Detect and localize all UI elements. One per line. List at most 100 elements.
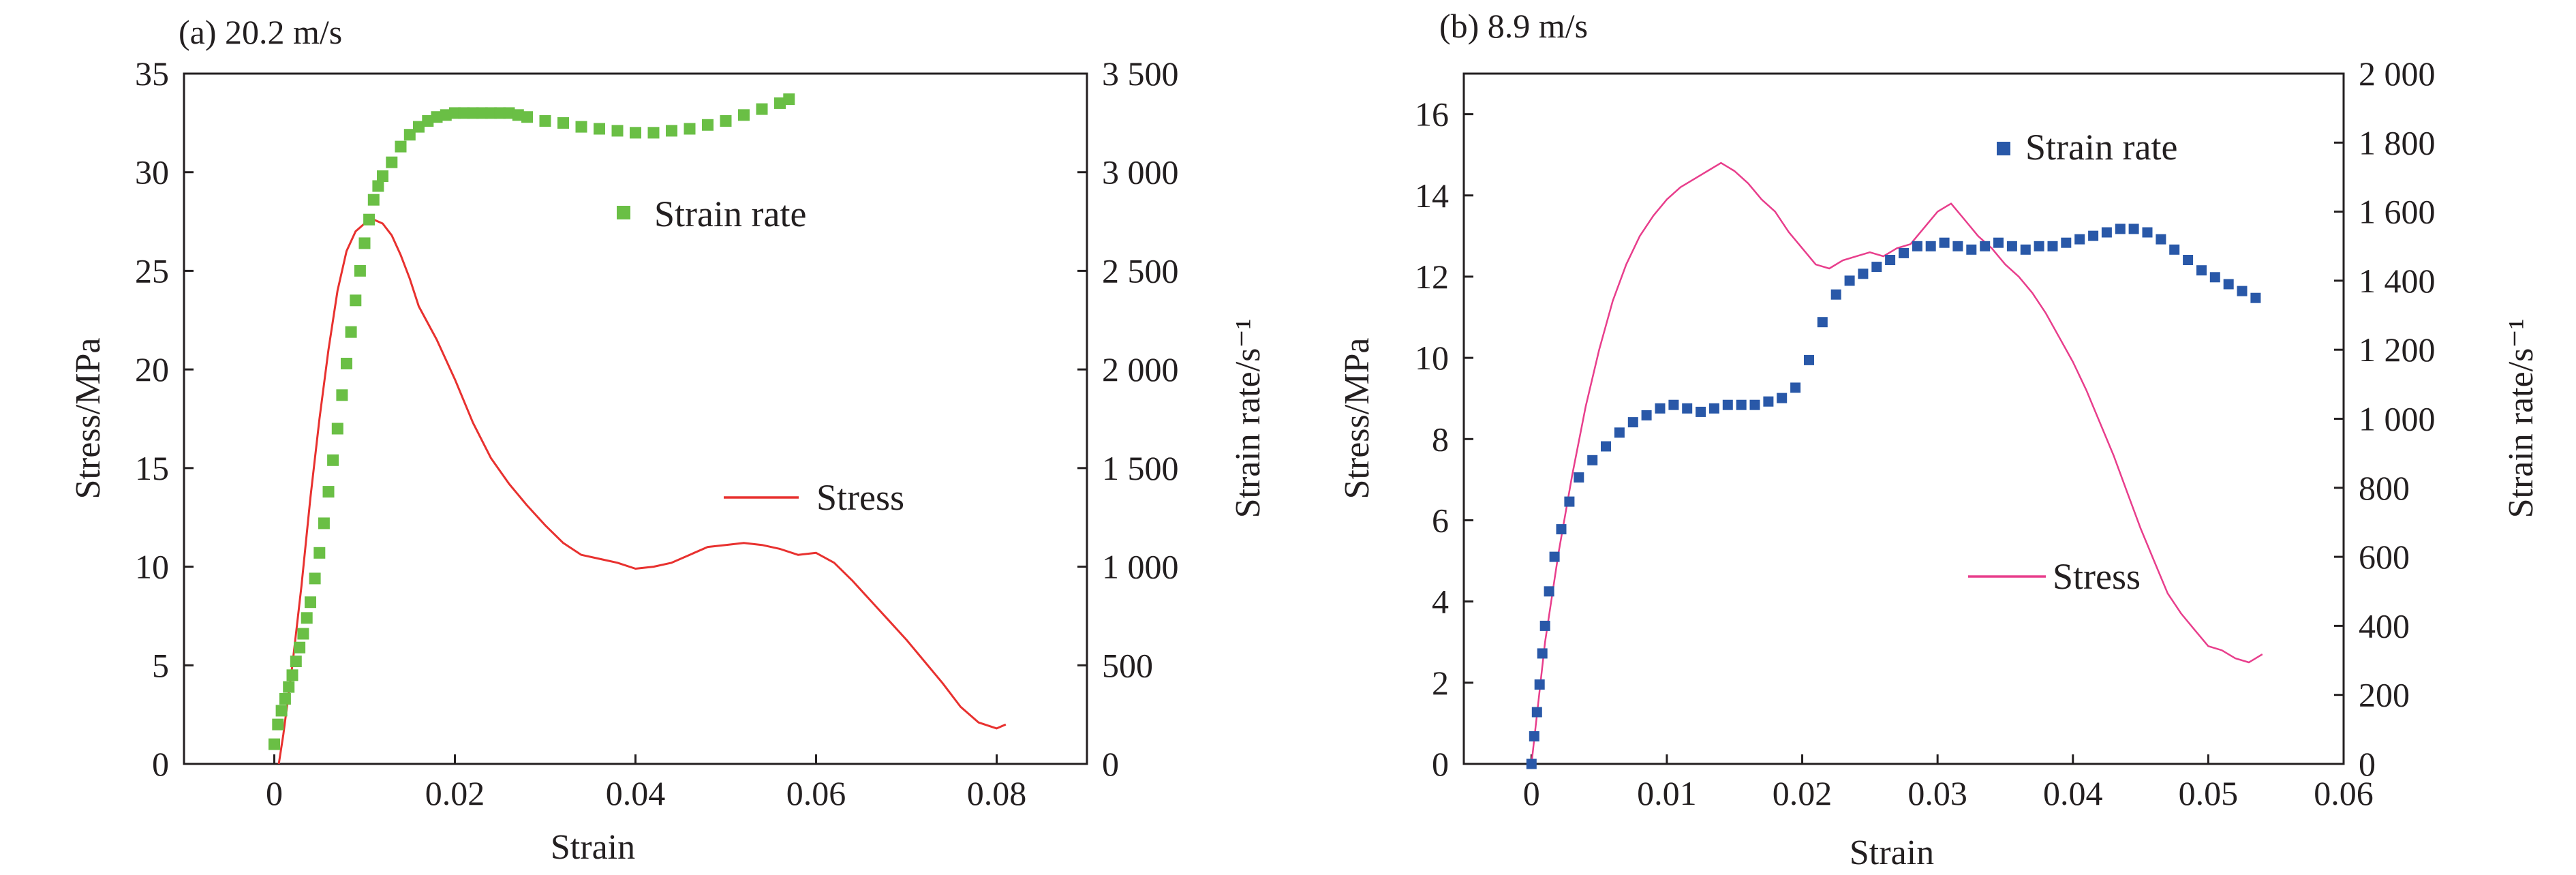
strain-rate-point [350, 294, 362, 307]
x-tick-label: 0.03 [1907, 774, 1967, 812]
y-tick-label: 0 [1432, 745, 1449, 783]
panel-b-x-axis-title: Strain [1850, 833, 1934, 872]
strain-rate-point [395, 140, 407, 153]
strain-rate-point [1966, 244, 1977, 255]
strain-rate-point [1668, 399, 1679, 410]
panel-b-title: (b) 8.9 m/s [1439, 7, 1588, 45]
strain-rate-point [512, 109, 524, 121]
strain-rate-point [2156, 234, 2166, 245]
strain-rate-point [1817, 317, 1828, 328]
y-tick-label: 15 [135, 449, 169, 487]
strain-rate-point [1564, 496, 1575, 507]
strain-rate-point [467, 107, 479, 119]
strain-rate-point [1777, 393, 1788, 403]
strain-rate-point [756, 103, 768, 115]
strain-rate-point [322, 486, 335, 498]
strain-rate-point [666, 125, 677, 137]
panel-b-plot-frame [1462, 72, 2345, 765]
panel-a-legend-strain-rate-marker [617, 206, 630, 219]
strain-rate-point [2223, 279, 2234, 290]
strain-rate-point [2237, 286, 2248, 296]
strain-rate-point [783, 93, 795, 106]
strain-rate-point [449, 107, 461, 119]
strain-rate-point [1574, 472, 1584, 483]
panel-a-legend-stress-label: Stress [816, 477, 904, 518]
panel-b-y2-axis-title: Strain rate/s⁻¹ [2502, 319, 2541, 519]
strain-rate-point [309, 572, 321, 585]
panel-a-y-ticks: 0 5 10 15 20 25 30 35 [135, 55, 194, 783]
strain-rate-point [367, 194, 380, 206]
strain-rate-point [1708, 403, 1719, 414]
y2-tick-label: 600 [2359, 538, 2410, 576]
strain-rate-point [630, 127, 641, 139]
strain-rate-point [1655, 403, 1666, 414]
panel-a-x-ticks: 0 0.02 0.04 0.06 0.08 [266, 754, 1026, 812]
strain-rate-point [313, 547, 326, 559]
strain-rate-point [413, 121, 425, 133]
panel-b-legend-strain-rate-marker [1997, 142, 2010, 155]
y-tick-label: 20 [135, 350, 169, 388]
strain-rate-point [684, 123, 696, 135]
panel-a-legend-strain-rate-label: Strain rate [654, 194, 806, 234]
y2-tick-label: 1 200 [2359, 331, 2436, 369]
strain-rate-point [2088, 230, 2099, 241]
strain-rate-point [2169, 244, 2180, 255]
panel-b-y-ticks: 0 2 4 6 8 10 12 14 16 [1415, 95, 1473, 783]
strain-rate-point [297, 628, 309, 640]
x-tick-label: 0.04 [606, 774, 666, 812]
y2-tick-label: 1 000 [1102, 548, 1179, 586]
y2-tick-label: 3 000 [1102, 153, 1179, 191]
panel-b-y-axis-title: Stress/MPa [1338, 338, 1377, 500]
y-tick-label: 14 [1415, 176, 1449, 215]
strain-rate-point [440, 109, 452, 121]
strain-rate-point [1539, 620, 1550, 631]
strain-rate-point [1790, 382, 1801, 393]
y-tick-label: 35 [135, 55, 169, 93]
y2-tick-label: 400 [2359, 607, 2410, 645]
strain-rate-point [1696, 406, 1706, 417]
y2-tick-label: 2 500 [1102, 251, 1179, 290]
strain-rate-point [1925, 241, 1936, 251]
panel-a-x-axis-title: Strain [551, 828, 635, 867]
panel-a-y-axis-title: Stress/MPa [69, 338, 108, 500]
strain-rate-point [476, 107, 488, 119]
strain-rate-point [345, 326, 357, 338]
y-tick-label: 2 [1432, 664, 1449, 702]
y2-tick-label: 500 [1102, 646, 1153, 684]
strain-rate-point [1980, 241, 1991, 251]
strain-rate-point [294, 641, 306, 654]
strain-rate-point [1627, 417, 1638, 428]
strain-rate-point [1952, 241, 1963, 251]
strain-rate-point [2128, 224, 2139, 234]
strain-rate-point [594, 123, 605, 135]
strain-rate-point [1885, 255, 1896, 265]
strain-rate-point [1556, 524, 1567, 535]
strain-rate-point [1534, 679, 1545, 690]
strain-rate-point [1939, 237, 1950, 248]
strain-rate-point [1682, 403, 1693, 414]
x-tick-label: 0 [1523, 774, 1540, 812]
strain-rate-point [1871, 262, 1882, 273]
strain-rate-point [2183, 255, 2194, 265]
panel-a-title: (a) 20.2 m/s [179, 13, 342, 51]
strain-rate-point [575, 121, 587, 133]
strain-rate-point [327, 454, 339, 466]
panel-b: (b) 8.9 m/s 0 0.01 0.02 0.03 0.04 0.05 0.06 0 2… [1338, 7, 2541, 872]
strain-rate-point [377, 170, 388, 182]
strain-rate-point [2020, 244, 2031, 255]
strain-rate-point [2209, 272, 2220, 283]
y2-tick-label: 0 [2359, 745, 2376, 783]
x-tick-label: 0.06 [786, 774, 846, 812]
strain-rate-point [1736, 399, 1747, 410]
strain-rate-point [318, 517, 330, 529]
strain-rate-point [611, 125, 624, 137]
y-tick-label: 0 [152, 745, 169, 783]
strain-rate-point [774, 97, 786, 109]
strain-rate-point [331, 423, 343, 435]
strain-rate-point [539, 115, 551, 127]
strain-rate-point [1722, 399, 1733, 410]
strain-rate-point [2047, 241, 2058, 251]
strain-rate-point [1529, 731, 1539, 741]
panel-a-y2-axis-title: Strain rate/s⁻¹ [1229, 319, 1268, 519]
